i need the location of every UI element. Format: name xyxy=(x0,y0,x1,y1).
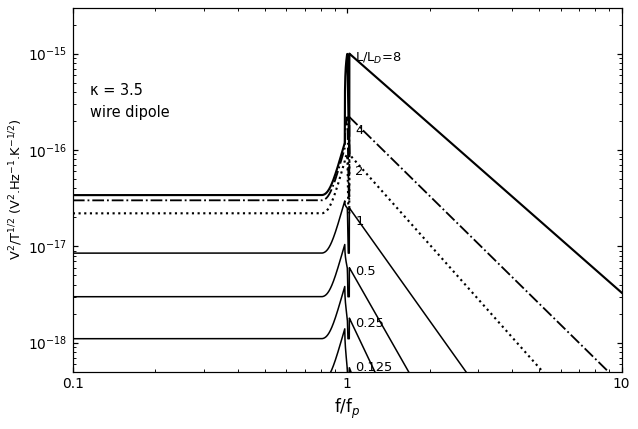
Text: 0.5: 0.5 xyxy=(355,265,376,278)
Text: 1: 1 xyxy=(355,215,364,228)
Text: 0.125: 0.125 xyxy=(355,361,392,374)
X-axis label: f/f$_p$: f/f$_p$ xyxy=(334,397,360,421)
Text: 4: 4 xyxy=(355,124,364,137)
Text: L/L$_D$=8: L/L$_D$=8 xyxy=(355,51,402,66)
Text: κ = 3.5
wire dipole: κ = 3.5 wire dipole xyxy=(89,83,169,120)
Text: 2: 2 xyxy=(355,165,364,178)
Y-axis label: V$^2$/T$^{1/2}$ (V$^2$.Hz$^{-1}$.K$^{-1/2}$): V$^2$/T$^{1/2}$ (V$^2$.Hz$^{-1}$.K$^{-1/… xyxy=(8,119,26,260)
Text: 0.25: 0.25 xyxy=(355,317,384,329)
